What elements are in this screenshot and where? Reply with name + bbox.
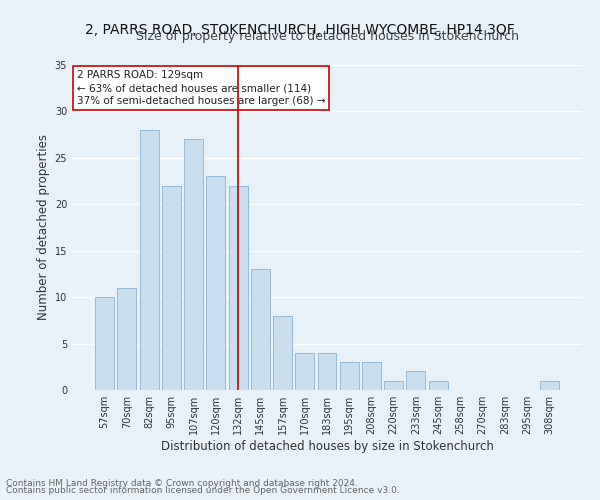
Bar [429,380,448,390]
Bar [118,288,136,390]
Text: 2, PARRS ROAD, STOKENCHURCH, HIGH WYCOMBE, HP14 3QF: 2, PARRS ROAD, STOKENCHURCH, HIGH WYCOMB… [85,22,515,36]
Bar [540,380,559,390]
Bar [317,353,337,390]
Bar [95,297,114,390]
Bar [273,316,292,390]
Bar [184,140,203,390]
Bar [206,176,225,390]
Bar [406,372,425,390]
Bar [362,362,381,390]
Bar [251,270,270,390]
X-axis label: Distribution of detached houses by size in Stokenchurch: Distribution of detached houses by size … [161,440,493,453]
Title: Size of property relative to detached houses in Stokenchurch: Size of property relative to detached ho… [136,30,518,43]
Text: Contains HM Land Registry data © Crown copyright and database right 2024.: Contains HM Land Registry data © Crown c… [6,478,358,488]
Text: 2 PARRS ROAD: 129sqm
← 63% of detached houses are smaller (114)
37% of semi-deta: 2 PARRS ROAD: 129sqm ← 63% of detached h… [77,70,326,106]
Bar [229,186,248,390]
Bar [384,380,403,390]
Bar [340,362,359,390]
Text: Contains public sector information licensed under the Open Government Licence v3: Contains public sector information licen… [6,486,400,495]
Bar [140,130,158,390]
Y-axis label: Number of detached properties: Number of detached properties [37,134,50,320]
Bar [295,353,314,390]
Bar [162,186,181,390]
